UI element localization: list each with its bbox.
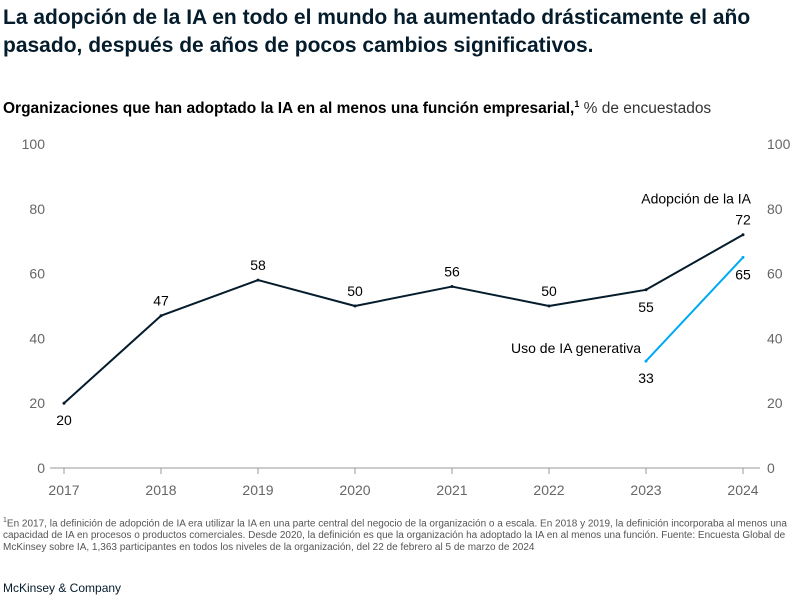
data-label: 65 bbox=[735, 266, 751, 282]
data-point bbox=[547, 304, 551, 308]
x-tick-label: 2023 bbox=[630, 482, 661, 498]
y-tick-label-right: 80 bbox=[767, 201, 783, 217]
x-tick-label: 2018 bbox=[145, 482, 176, 498]
y-tick-label-left: 100 bbox=[22, 136, 46, 152]
data-label: 58 bbox=[250, 257, 266, 273]
data-label: 55 bbox=[638, 299, 654, 315]
x-tick-label: 2021 bbox=[436, 482, 467, 498]
brand-logo-text: McKinsey & Company bbox=[3, 581, 122, 595]
y-tick-label-left: 40 bbox=[29, 330, 45, 346]
data-label: 47 bbox=[153, 293, 169, 309]
data-point bbox=[159, 314, 163, 318]
series-name-label: Uso de IA generativa bbox=[511, 340, 641, 356]
data-point bbox=[644, 288, 648, 292]
data-point bbox=[741, 255, 745, 259]
y-tick-label-left: 20 bbox=[29, 395, 45, 411]
data-point bbox=[353, 304, 357, 308]
series-name-label: Adopción de la IA bbox=[641, 191, 751, 207]
data-point bbox=[62, 401, 66, 405]
y-tick-label-left: 60 bbox=[29, 266, 45, 282]
y-tick-label-right: 60 bbox=[767, 266, 783, 282]
x-tick-label: 2022 bbox=[533, 482, 564, 498]
subtitle-main: Organizaciones que han adoptado la IA en… bbox=[3, 100, 575, 118]
x-tick-label: 2024 bbox=[727, 482, 758, 498]
footnote: 1En 2017, la definición de adopción de I… bbox=[3, 515, 808, 554]
y-tick-label-left: 0 bbox=[37, 460, 45, 476]
subtitle-footnote-marker: 1 bbox=[574, 99, 580, 109]
chart-labels: 20 47 58 50 56 50 55 72 33 65 Adopción de la IA Uso… bbox=[56, 191, 751, 428]
data-point bbox=[256, 278, 260, 282]
y-tick-label-left: 80 bbox=[29, 201, 45, 217]
series-line-ia-generativa bbox=[645, 256, 744, 362]
subtitle-unit: % de encuestados bbox=[579, 100, 712, 118]
y-tick-label-right: 40 bbox=[767, 330, 783, 346]
footnote-marker: 1 bbox=[3, 517, 7, 524]
data-point bbox=[450, 285, 454, 289]
data-point bbox=[741, 233, 745, 237]
data-point bbox=[644, 359, 648, 363]
chart-title: La adopción de la IA en todo el mundo ha… bbox=[3, 6, 751, 57]
y-tick-label-right: 100 bbox=[767, 136, 791, 152]
y-tick-label-right: 20 bbox=[767, 395, 783, 411]
y-tick-label-right: 0 bbox=[767, 460, 775, 476]
data-label: 56 bbox=[444, 264, 460, 280]
data-label: 50 bbox=[347, 283, 363, 299]
footnote-text: En 2017, la definición de adopción de IA… bbox=[3, 518, 787, 554]
x-tick-label: 2020 bbox=[339, 482, 370, 498]
series-line-adopcion-ia bbox=[63, 233, 744, 404]
data-label: 33 bbox=[638, 370, 654, 386]
chart-series bbox=[62, 233, 745, 405]
data-label: 20 bbox=[56, 412, 72, 428]
data-label: 50 bbox=[541, 283, 557, 299]
x-tick-label: 2017 bbox=[48, 482, 79, 498]
chart-subtitle: Organizaciones que han adoptado la IA en… bbox=[3, 94, 803, 119]
data-label: 72 bbox=[735, 212, 751, 228]
x-tick-label: 2019 bbox=[242, 482, 273, 498]
